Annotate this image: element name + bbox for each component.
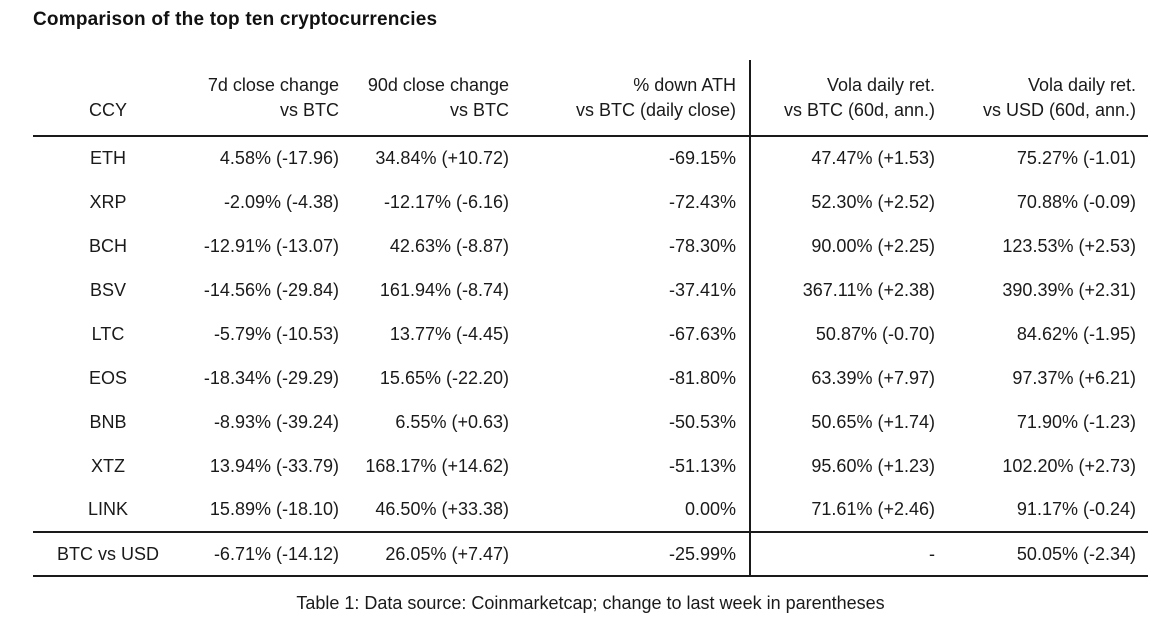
header-line2: vs BTC (60d, ann.) (783, 100, 935, 120)
cell-ath: -50.53% (668, 411, 736, 432)
cell-vola-usd: 91.17% (-0.24) (1016, 499, 1136, 519)
cell-d90: 26.05% (+7.47) (343, 531, 511, 577)
cell-vola-usd: 71.90% (-1.23) (1016, 411, 1136, 432)
cell-d7: -2.09% (-4.38) (223, 191, 339, 212)
col-header-90d-close-change: 90d close change vs BTC (343, 60, 511, 137)
header-row: CCY 7d close change vs BTC 90d close cha… (33, 60, 1148, 137)
cell-d90: -12.17% (-6.16) (383, 191, 509, 212)
cell-ath: -78.30% (668, 235, 736, 256)
cell-ccy: LINK (87, 499, 129, 519)
btc-vs-usd-row: BTC vs USD -6.71% (-14.12) 26.05% (+7.47… (33, 531, 1148, 577)
table-row: LTC -5.79% (-10.53) 13.77% (-4.45) -67.63% 5… (33, 312, 1148, 356)
cell-ccy: XRP (89, 191, 127, 212)
cell-vola-btc: 47.47% (+1.53) (749, 136, 950, 180)
table-header: CCY 7d close change vs BTC 90d close cha… (33, 60, 1148, 137)
cell-vola-btc: 90.00% (+2.25) (749, 224, 950, 268)
header-line2: vs BTC (daily close) (575, 100, 736, 120)
cell-d90: 161.94% (-8.74) (379, 279, 509, 300)
table-row: BSV -14.56% (-29.84) 161.94% (-8.74) -37.41… (33, 268, 1148, 312)
cell-d7: -12.91% (-13.07) (203, 235, 339, 256)
col-header-pct-down-ath: % down ATH vs BTC (daily close) (511, 60, 750, 137)
cell-vola-btc: 50.65% (+1.74) (749, 400, 950, 444)
cell-d90: 15.65% (-22.20) (379, 367, 509, 388)
cell-d90: 46.50% (+33.38) (375, 499, 509, 519)
cell-vola-usd: 390.39% (+2.31) (1002, 279, 1136, 300)
cell-d90: 168.17% (+14.62) (365, 455, 509, 476)
col-header-7d-close-change: 7d close change vs BTC (183, 60, 343, 137)
cell-vola-usd: 75.27% (-1.01) (1016, 148, 1136, 168)
header-line2: vs BTC (449, 100, 509, 120)
cell-ccy: BTC vs USD (33, 531, 183, 577)
cell-ath: -69.15% (668, 148, 736, 168)
cell-vola-btc: 367.11% (+2.38) (749, 268, 950, 312)
table-row: XRP -2.09% (-4.38) -12.17% (-6.16) -72.43% 5… (33, 180, 1148, 224)
table-row: LINK 15.89% (-18.10) 46.50% (+33.38) 0.00% 7… (33, 488, 1148, 532)
cell-d90: 34.84% (+10.72) (375, 148, 509, 168)
cell-d7: -8.93% (-39.24) (213, 411, 339, 432)
cell-vola-btc: 52.30% (+2.52) (749, 180, 950, 224)
cell-vola-usd: 102.20% (+2.73) (1002, 455, 1136, 476)
cell-vola-usd: 50.05% (-2.34) (950, 531, 1148, 577)
col-header-vola-vs-btc: Vola daily ret. vs BTC (60d, ann.) (749, 60, 950, 137)
cell-d7: -18.34% (-29.29) (203, 367, 339, 388)
cell-vola-btc: - (749, 531, 950, 577)
header-line1: Vola daily ret. (826, 75, 935, 95)
crypto-comparison-table: CCY 7d close change vs BTC 90d close cha… (33, 60, 1148, 577)
cell-d7: -5.79% (-10.53) (213, 323, 339, 344)
header-line2: vs BTC (279, 100, 339, 120)
col-header-vola-vs-usd: Vola daily ret. vs USD (60d, ann.) (950, 60, 1148, 137)
table-body: ETH 4.58% (-17.96) 34.84% (+10.72) -69.15% 4… (33, 136, 1148, 532)
cell-vola-btc: 50.87% (-0.70) (749, 312, 950, 356)
cell-vola-btc: 71.61% (+2.46) (749, 488, 950, 532)
table-row: BNB -8.93% (-39.24) 6.55% (+0.63) -50.53% 50… (33, 400, 1148, 444)
cell-vola-btc: 95.60% (+1.23) (749, 444, 950, 488)
header-line2: CCY (88, 100, 127, 120)
header-line2: vs USD (60d, ann.) (982, 100, 1136, 120)
cell-vola-usd: 84.62% (-1.95) (1016, 323, 1136, 344)
cell-ath: -72.43% (668, 191, 736, 212)
cell-vola-usd: 97.37% (+6.21) (1012, 367, 1136, 388)
header-line1: % down ATH (633, 75, 736, 95)
cell-ath: -37.41% (668, 279, 736, 300)
cell-ccy: BSV (89, 279, 127, 300)
cell-ccy: BNB (89, 411, 127, 432)
cell-d90: 42.63% (-8.87) (389, 235, 509, 256)
cell-d90: 13.77% (-4.45) (389, 323, 509, 344)
cell-ccy: LTC (91, 323, 125, 344)
table-row: XTZ 13.94% (-33.79) 168.17% (+14.62) -51.13… (33, 444, 1148, 488)
table-footer: BTC vs USD -6.71% (-14.12) 26.05% (+7.47… (33, 531, 1148, 577)
cell-ath: -25.99% (511, 531, 750, 577)
header-line1: 7d close change (207, 75, 339, 95)
cell-ccy: ETH (90, 148, 126, 168)
col-header-ccy: CCY (33, 60, 183, 137)
page-title: Comparison of the top ten cryptocurrenci… (33, 9, 438, 30)
cell-d7: 4.58% (-17.96) (219, 148, 339, 168)
table-row: ETH 4.58% (-17.96) 34.84% (+10.72) -69.15% 4… (33, 136, 1148, 180)
cell-ccy: BCH (88, 235, 127, 256)
header-line1: 90d close change (367, 75, 509, 95)
table-row: EOS -18.34% (-29.29) 15.65% (-22.20) -81.80… (33, 356, 1148, 400)
cell-d7: -6.71% (-14.12) (183, 531, 343, 577)
cell-ccy: EOS (88, 367, 127, 388)
cell-d90: 6.55% (+0.63) (395, 411, 509, 432)
cell-ath: -81.80% (668, 367, 736, 388)
cell-d7: 13.94% (-33.79) (209, 455, 339, 476)
table-caption: Table 1: Data source: Coinmarketcap; cha… (296, 593, 885, 613)
cell-d7: -14.56% (-29.84) (203, 279, 339, 300)
cell-vola-btc: 63.39% (+7.97) (749, 356, 950, 400)
cell-ath: -51.13% (668, 455, 736, 476)
cell-vola-usd: 123.53% (+2.53) (1002, 235, 1136, 256)
table-row: BCH -12.91% (-13.07) 42.63% (-8.87) -78.30%… (33, 224, 1148, 268)
cell-ath: 0.00% (684, 499, 736, 519)
cell-ath: -67.63% (668, 323, 736, 344)
cell-vola-usd: 70.88% (-0.09) (1016, 191, 1136, 212)
cell-ccy: XTZ (91, 455, 125, 476)
cell-d7: 15.89% (-18.10) (209, 499, 339, 519)
header-line1: Vola daily ret. (1027, 75, 1136, 95)
